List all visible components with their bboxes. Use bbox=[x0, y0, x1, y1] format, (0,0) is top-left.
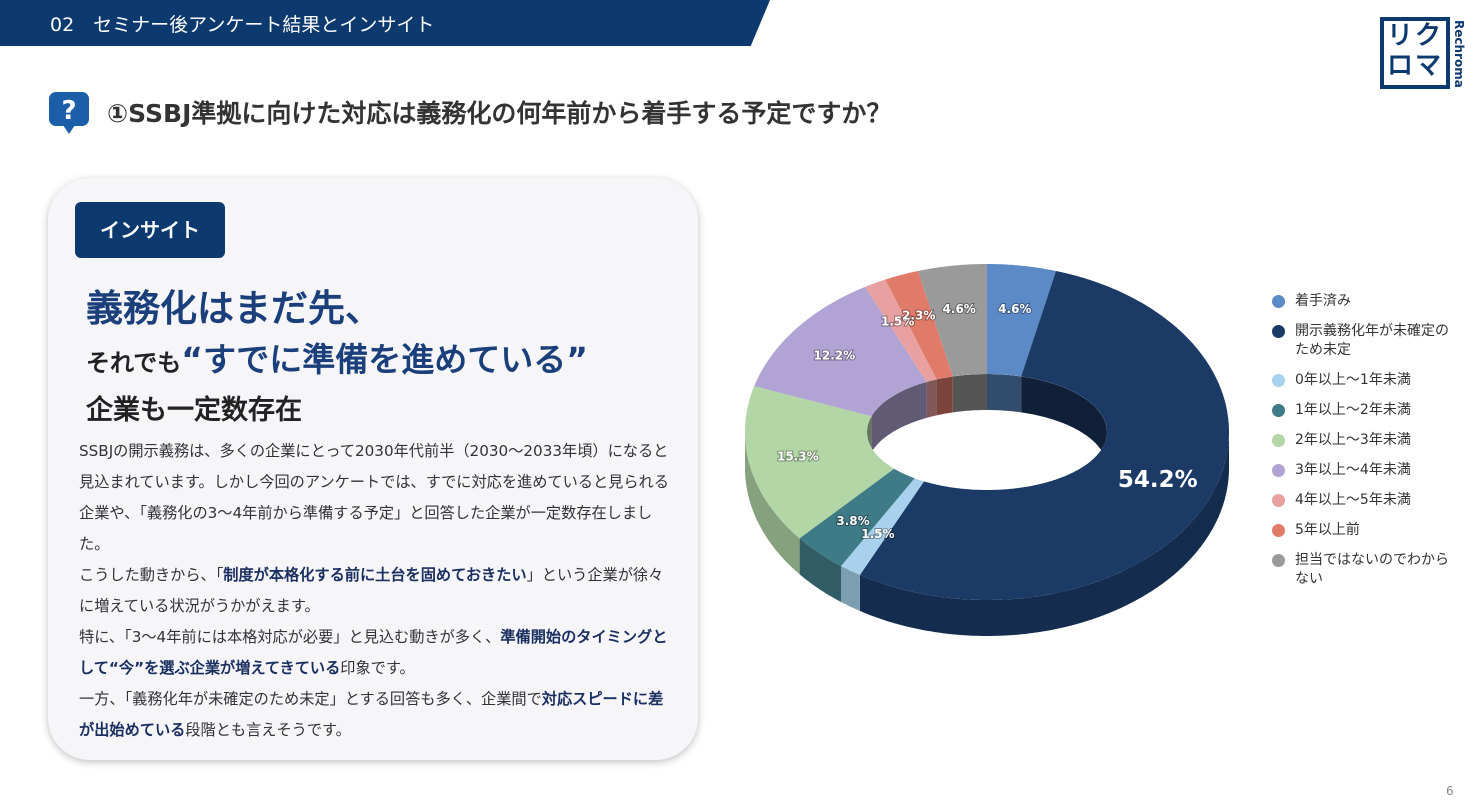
legend-label: 2年以上～3年未満 bbox=[1295, 432, 1411, 448]
slice-inner-wall bbox=[936, 376, 953, 416]
headline-part: それでも bbox=[86, 349, 182, 377]
logo-sub: Rechroma bbox=[1452, 20, 1466, 88]
question: ①SSBJ準拠に向けた対応は義務化の何年前から着手する予定ですか？ bbox=[107, 99, 892, 128]
legend-label: 担当ではないのでわからない bbox=[1295, 552, 1449, 587]
legend-label: 0年以上～1年未満 bbox=[1295, 372, 1411, 388]
legend-swatch bbox=[1272, 325, 1285, 338]
slice bbox=[918, 264, 987, 377]
slice bbox=[859, 271, 1229, 600]
legend-item: 5年以上前 bbox=[1272, 521, 1462, 540]
legend-item: 担当ではないのでわからない bbox=[1272, 551, 1462, 589]
legend: 着手済み開示義務化年が未確定のため未定 0年以上～1年未満 1年以上～2年未満 2年以… bbox=[1272, 292, 1462, 600]
slice bbox=[841, 478, 924, 575]
emphasis: 対応スピードに差が出始めている bbox=[79, 690, 664, 739]
slice bbox=[987, 264, 1056, 377]
headline: 義務化はまだ先、 bbox=[86, 287, 382, 330]
slice bbox=[885, 271, 953, 380]
data-label: 1.5% bbox=[861, 527, 894, 541]
legend-item: 1年以上～2年未満 bbox=[1272, 401, 1462, 420]
logo: リク ロマ bbox=[1380, 17, 1450, 89]
data-label: 3.8% bbox=[836, 514, 869, 528]
paragraph: 特に、「3〜4年前には本格対応が必要」と見込む動きが多く、準備開始のタイミングと… bbox=[79, 622, 671, 684]
legend-swatch bbox=[1272, 434, 1285, 447]
emphasis: 制度が本格化する前に土台を固めておきたい bbox=[223, 566, 527, 584]
data-label: 4.6% bbox=[943, 302, 976, 316]
data-label: 54.2% bbox=[1118, 467, 1198, 493]
legend-item: 開示義務化年が未確定のため未定 bbox=[1272, 322, 1462, 360]
legend-swatch bbox=[1272, 554, 1285, 567]
data-label: 1.5% bbox=[881, 315, 914, 329]
text-run: 特に、「3〜4年前には本格対応が必要」と見込む動きが多く、 bbox=[79, 628, 501, 646]
page-number: 6 bbox=[1446, 784, 1454, 798]
legend-item: 0年以上～1年未満 bbox=[1272, 371, 1462, 390]
text-run: 」という企業が徐々に増えている状況がうかがえます。 bbox=[79, 566, 664, 615]
legend-swatch bbox=[1272, 404, 1285, 417]
data-label: 15.3% bbox=[777, 450, 819, 464]
slice bbox=[745, 386, 895, 539]
legend-item: 3年以上～4年未満 bbox=[1272, 461, 1462, 480]
text-run: 一方、「義務化年が未確定のため未定」とする回答も多く、企業間で bbox=[79, 690, 542, 708]
text-run: こうした動きから、「 bbox=[79, 566, 224, 584]
insight-tag: インサイト bbox=[75, 202, 225, 258]
data-label: 12.2% bbox=[814, 348, 856, 362]
legend-swatch bbox=[1272, 374, 1285, 387]
slice-inner-wall bbox=[871, 381, 927, 453]
slice-inner-wall bbox=[867, 416, 872, 468]
slice-side bbox=[799, 538, 842, 602]
legend-item: 2年以上～3年未満 bbox=[1272, 431, 1462, 450]
slice-inner-wall bbox=[926, 379, 937, 418]
slice-side bbox=[859, 432, 1229, 636]
legend-swatch bbox=[1272, 464, 1285, 477]
emphasis: 準備開始のタイミングとして“今”を選ぶ企業が増えてきている bbox=[79, 628, 668, 677]
text-run: SSBJの開示義務は、多くの企業にとって2030年代前半（2030〜2033年頃… bbox=[79, 442, 669, 553]
insight-body: SSBJの開示義務は、多くの企業にとって2030年代前半（2030〜2033年頃… bbox=[79, 436, 671, 746]
text-run: 印象です。 bbox=[340, 659, 415, 677]
question-icon: ? bbox=[49, 92, 89, 134]
header-title: 02 セミナー後アンケート結果とインサイト bbox=[50, 14, 435, 36]
insight-panel: インサイト 義務化はまだ先、 それでも“すでに準備を進めている” 企業も一定数存… bbox=[48, 178, 698, 760]
data-label: 4.6% bbox=[998, 302, 1031, 316]
slice-inner-wall bbox=[1021, 376, 1107, 468]
slice bbox=[799, 468, 915, 566]
paragraph: SSBJの開示義務は、多くの企業にとって2030年代前半（2030〜2033年頃… bbox=[79, 436, 671, 560]
legend-swatch bbox=[1272, 524, 1285, 537]
legend-swatch bbox=[1272, 295, 1285, 308]
legend-item: 着手済み bbox=[1272, 292, 1462, 311]
headline: 企業も一定数存在 bbox=[86, 395, 302, 426]
text-run: 段階とも言えそうです。 bbox=[185, 721, 351, 739]
legend-label: 5年以上前 bbox=[1295, 522, 1360, 538]
headline: それでも“すでに準備を進めている” bbox=[86, 333, 588, 381]
legend-label: 1年以上～2年未満 bbox=[1295, 402, 1411, 418]
slice-side bbox=[745, 432, 800, 575]
header-bar: 02 セミナー後アンケート結果とインサイト bbox=[0, 0, 770, 46]
slice-side bbox=[841, 566, 860, 611]
legend-item: 4年以上～5年未満 bbox=[1272, 491, 1462, 510]
slice bbox=[754, 286, 927, 417]
legend-label: 3年以上～4年未満 bbox=[1295, 462, 1411, 478]
slice bbox=[865, 279, 937, 382]
svg-text:?: ? bbox=[61, 96, 76, 126]
legend-label: 4年以上～5年未満 bbox=[1295, 492, 1411, 508]
inner-walls bbox=[867, 374, 1107, 468]
paragraph: 一方、「義務化年が未確定のため未定」とする回答も多く、企業間で対応スピードに差が… bbox=[79, 684, 671, 746]
headline-part: “すでに準備を進めている” bbox=[181, 340, 588, 379]
data-label: 2.3% bbox=[902, 309, 935, 323]
legend-label: 開示義務化年が未確定のため未定 bbox=[1295, 323, 1449, 358]
legend-swatch bbox=[1272, 494, 1285, 507]
slice-inner-wall bbox=[987, 374, 1022, 413]
slice-inner-wall bbox=[952, 374, 987, 413]
legend-label: 着手済み bbox=[1295, 293, 1351, 309]
paragraph: こうした動きから、「制度が本格化する前に土台を固めておきたい」という企業が徐々に… bbox=[79, 560, 671, 622]
